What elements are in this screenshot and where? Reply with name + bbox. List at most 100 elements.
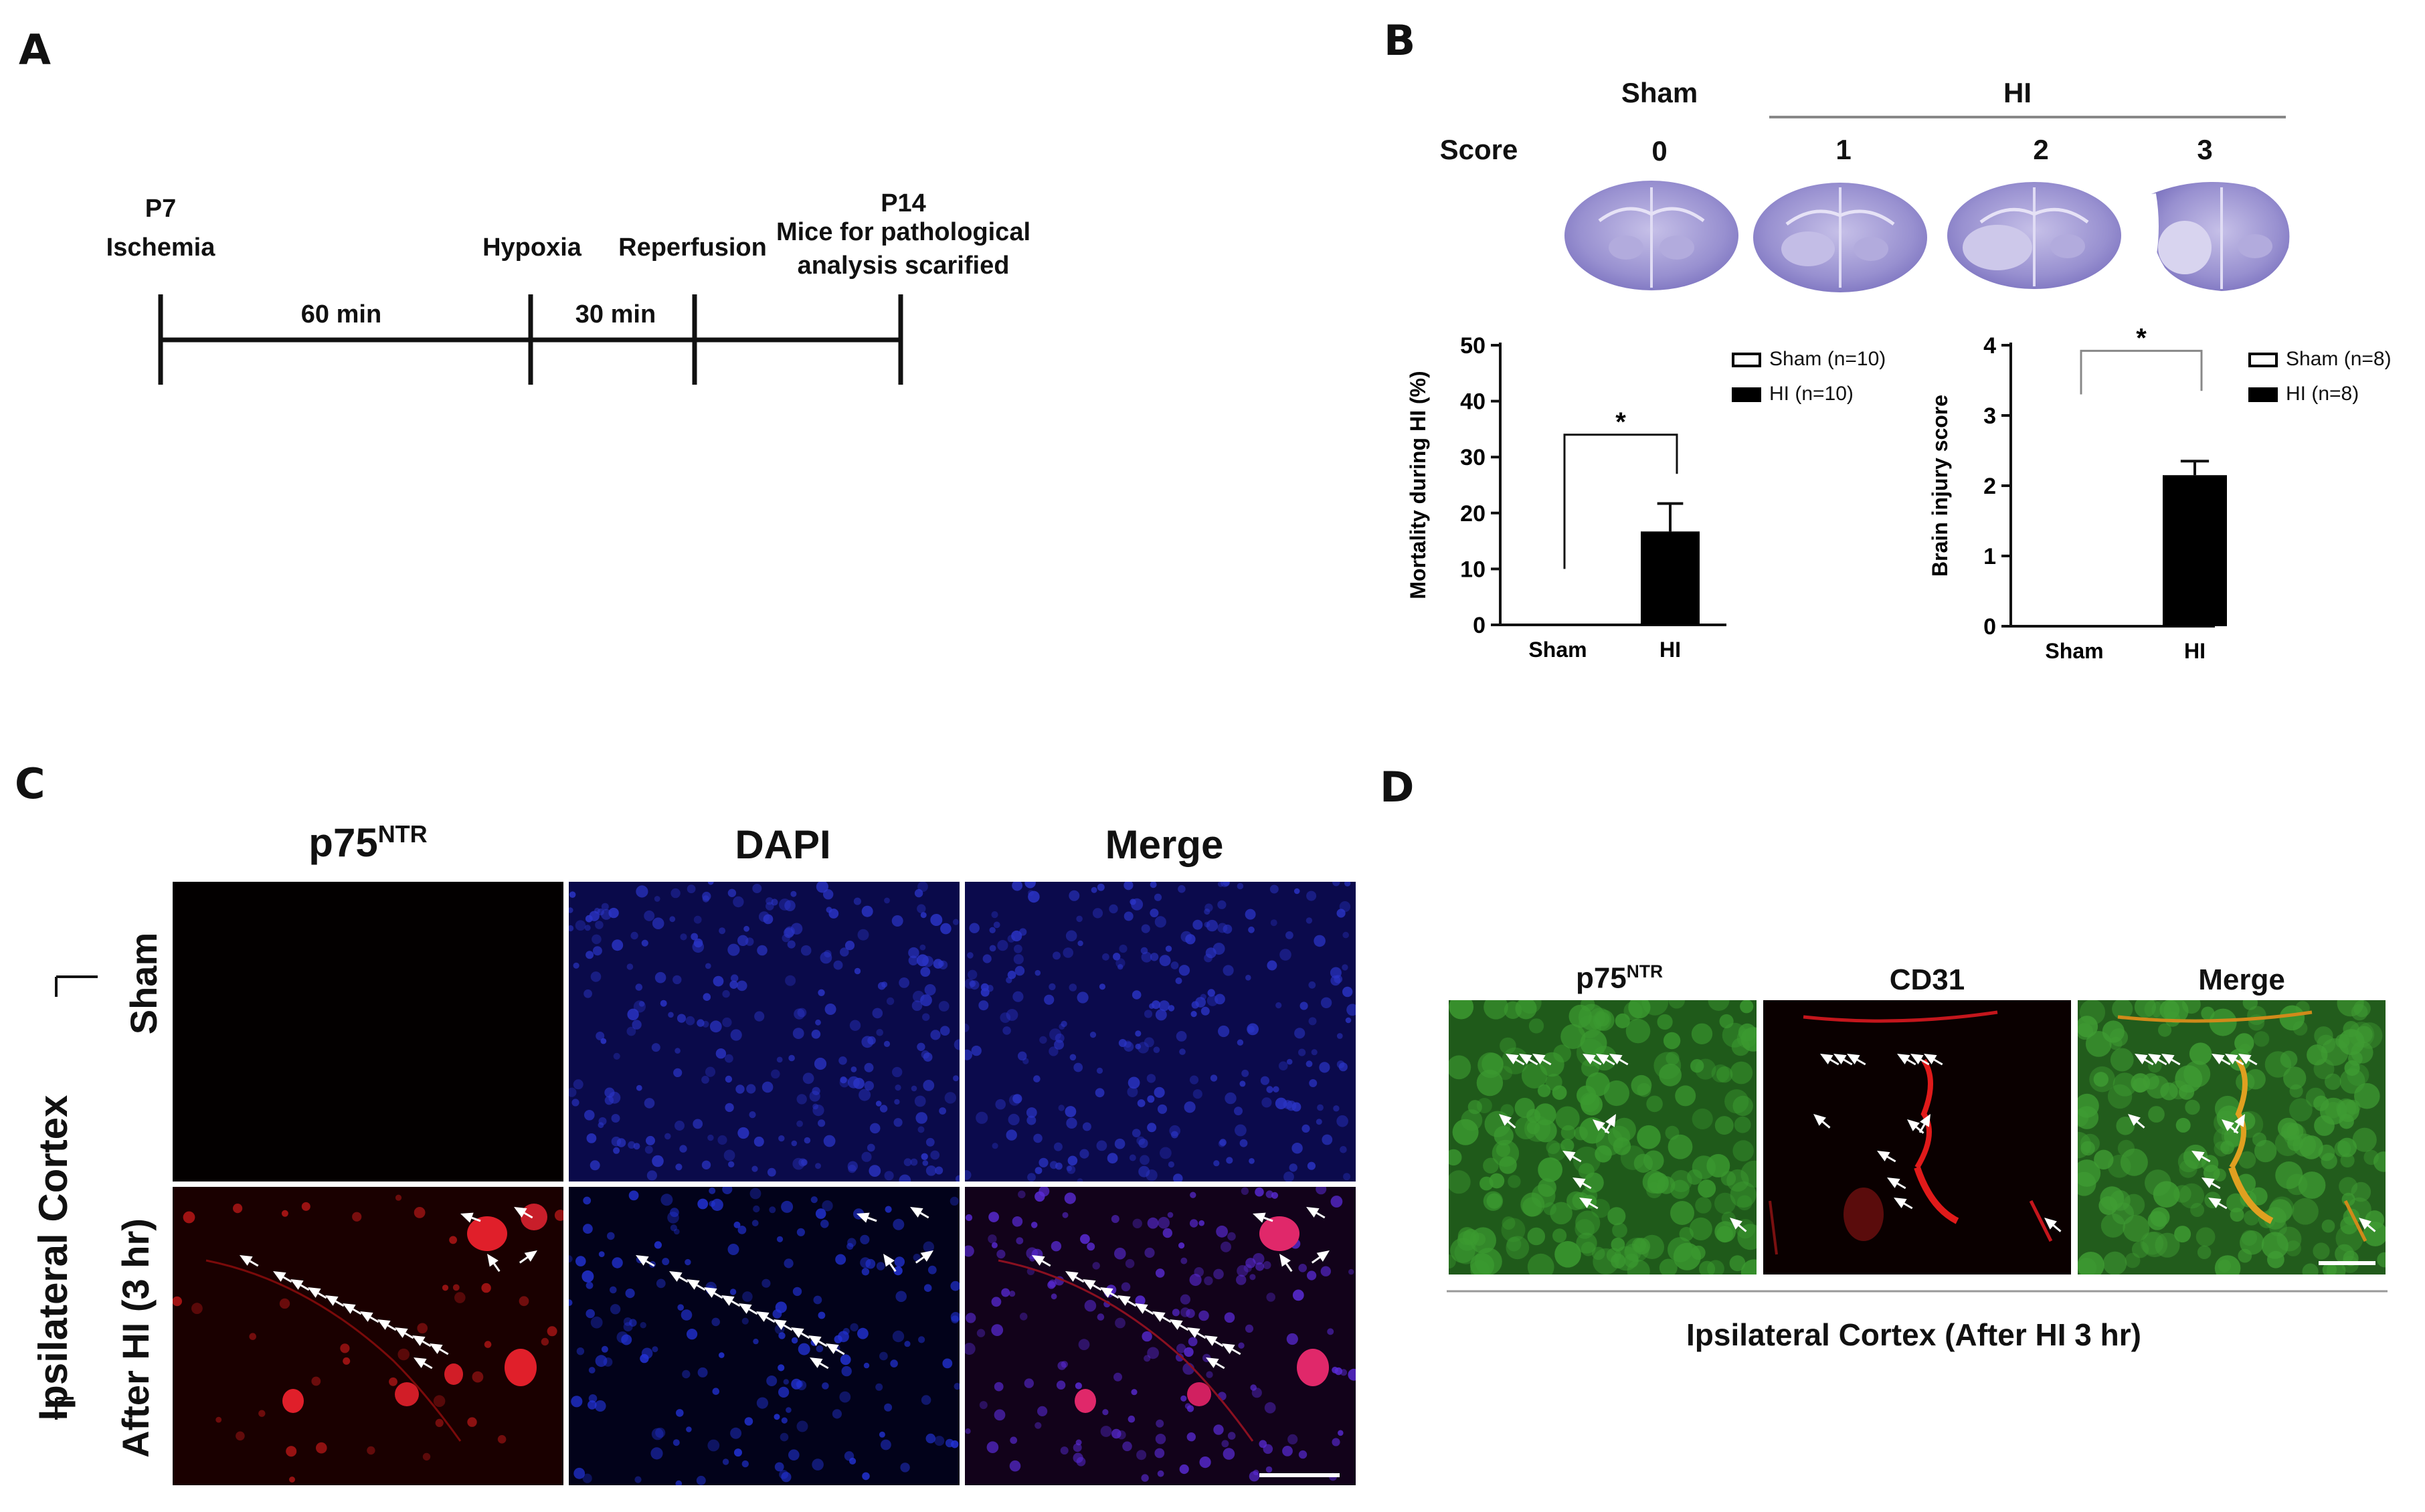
cell-nucleus <box>854 967 861 975</box>
cell-nucleus <box>783 1379 789 1385</box>
cell-nucleus <box>991 911 998 919</box>
arrowhead-icon <box>1847 1054 1860 1064</box>
cell-nucleus <box>2195 1227 2216 1247</box>
arrowhead-icon <box>2128 1114 2141 1126</box>
cell-nucleus <box>1237 1039 1244 1046</box>
cell-nucleus <box>2131 1241 2149 1258</box>
cell-nucleus <box>2163 1000 2189 1024</box>
arrow-shaft <box>2211 1182 2221 1190</box>
arrowhead-icon <box>395 1327 408 1338</box>
cell-nucleus <box>779 899 791 911</box>
cell-nucleus <box>809 1091 820 1102</box>
cell-nucleus <box>846 1242 854 1250</box>
cell-nucleus <box>1200 1006 1210 1016</box>
cell-nucleus <box>1286 1333 1298 1345</box>
cell-nucleus <box>1135 1295 1146 1306</box>
arrow-shaft <box>1915 1126 1924 1134</box>
cell-nucleus <box>1160 1147 1172 1159</box>
cell-nucleus <box>1735 1219 1755 1239</box>
cell-nucleus <box>1348 1268 1354 1275</box>
cell-nucleus <box>1234 1107 1243 1116</box>
cell-nucleus <box>1107 1153 1118 1164</box>
cell-nucleus <box>917 1126 925 1133</box>
cell-nucleus <box>1580 1093 1600 1113</box>
cell-nucleus <box>2158 1023 2172 1037</box>
cell-nucleus <box>1172 1309 1180 1317</box>
cell-nucleus <box>717 1135 727 1145</box>
cell-nucleus <box>1719 1014 1734 1029</box>
cell-nucleus <box>2179 1159 2197 1178</box>
score-label: Score <box>1439 134 1518 165</box>
cell-nucleus <box>1227 1432 1236 1440</box>
arrowhead-icon <box>2359 1218 2371 1230</box>
arrow-shaft <box>1109 1292 1119 1299</box>
cell-nucleus <box>815 1019 821 1026</box>
cell-nucleus <box>1077 940 1083 947</box>
cell-nucleus <box>1591 1246 1605 1260</box>
cell-nucleus <box>761 1279 771 1288</box>
cell-nucleus <box>1049 1161 1058 1169</box>
cell-nucleus <box>677 1014 687 1023</box>
cell-nucleus <box>791 1337 798 1344</box>
cell-nucleus <box>2283 1066 2307 1090</box>
cell-nucleus <box>1056 1380 1066 1390</box>
arrow-shaft <box>1896 1182 1906 1190</box>
cell-nucleus <box>1135 1043 1142 1050</box>
arrowhead-icon <box>1730 1218 1742 1230</box>
y-tick-label: 50 <box>1460 333 1486 359</box>
cell-nucleus <box>1724 1089 1749 1114</box>
cell-nucleus <box>1245 1324 1254 1333</box>
cell-nucleus <box>914 1095 926 1107</box>
cell-nucleus <box>595 921 604 929</box>
cell-nucleus <box>1336 909 1346 918</box>
cell-nucleus <box>629 1319 637 1327</box>
cell-nucleus <box>675 1480 683 1485</box>
cell-nucleus <box>1097 883 1105 891</box>
cell-nucleus <box>588 1367 596 1374</box>
cell-nucleus <box>1738 1023 1757 1042</box>
cell-nucleus <box>1221 1440 1229 1448</box>
cell-nucleus <box>913 990 925 1003</box>
micrograph-d-merge <box>2078 1000 2386 1274</box>
cell-nucleus <box>1224 1312 1235 1323</box>
cell-nucleus <box>1573 1146 1601 1174</box>
arrowhead-icon <box>1306 1207 1320 1218</box>
cell-nucleus <box>883 1040 891 1047</box>
cell-nucleus <box>484 1341 492 1348</box>
mortality-legend-hi: HI (n=10) <box>1732 383 1933 405</box>
cell-nucleus <box>1019 1313 1028 1321</box>
cell-nucleus <box>1180 1307 1190 1317</box>
cell-nucleus <box>650 1447 663 1460</box>
cell-nucleus <box>725 1075 733 1083</box>
cell-nucleus <box>1213 1424 1224 1435</box>
arrow-shaft <box>1311 1256 1321 1264</box>
cell-nucleus <box>1641 1000 1669 1016</box>
cell-nucleus <box>2107 1084 2133 1109</box>
cell-nucleus <box>1538 1178 1556 1197</box>
cell-nucleus <box>2322 1262 2337 1274</box>
cell-nucleus <box>860 1234 870 1244</box>
cell-nucleus <box>497 1435 507 1444</box>
arrow-shaft <box>352 1308 362 1315</box>
cell-nucleus <box>2285 1240 2301 1256</box>
cell-nucleus <box>1255 1187 1264 1197</box>
cell-nucleus <box>1494 1125 1514 1146</box>
arrow-shaft <box>1920 1058 1930 1066</box>
cell-nucleus <box>730 1427 742 1439</box>
cell-nucleus <box>1306 917 1313 924</box>
cell-nucleus <box>1009 1291 1016 1297</box>
cell-nucleus <box>1080 1234 1090 1244</box>
cell-nucleus <box>1521 1062 1548 1089</box>
cell-nucleus <box>774 1414 780 1420</box>
cell-nucleus <box>996 1249 1006 1259</box>
cell-nucleus <box>1067 1155 1078 1166</box>
arrowhead-icon <box>2135 1054 2148 1064</box>
cell-nucleus <box>1251 1388 1262 1398</box>
legend-swatch-hi <box>2248 387 2278 403</box>
cell-nucleus <box>872 1008 883 1019</box>
cell-nucleus <box>670 1224 677 1232</box>
cell-nucleus <box>1483 1191 1504 1211</box>
cell-nucleus <box>1091 886 1097 893</box>
cell-nucleus <box>752 884 762 893</box>
cell-nucleus <box>709 1020 722 1033</box>
